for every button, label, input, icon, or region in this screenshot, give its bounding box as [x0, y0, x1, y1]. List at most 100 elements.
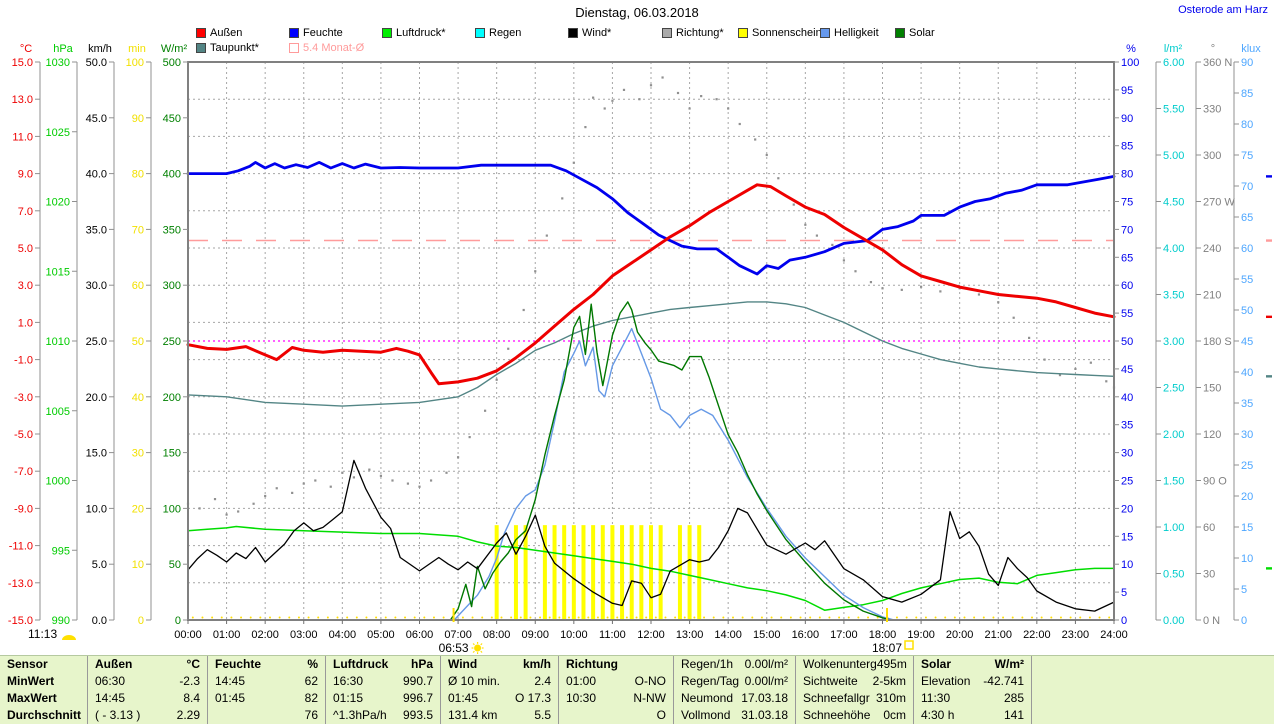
svg-text:-3.0: -3.0 [14, 392, 33, 404]
svg-text:100: 100 [126, 57, 144, 69]
svg-text:03:00: 03:00 [290, 629, 318, 641]
table-row: 01:45 O 17.3 [441, 690, 558, 707]
monat-swatch-icon [289, 43, 299, 53]
table-group-feuchte: Feuchte% 14:45 62 01:45 82 76 [208, 656, 326, 724]
page-title: Dienstag, 06.03.2018 [575, 5, 699, 20]
svg-text:4.00: 4.00 [1163, 243, 1184, 255]
series-aussen [186, 183, 1116, 386]
legend-item-monat[interactable]: 5.4 Monat-Ø [289, 42, 364, 54]
cell-value: 0cm [883, 708, 906, 722]
svg-text:25: 25 [1241, 460, 1253, 472]
cell-label: Regen/Tag [681, 674, 740, 688]
svg-text:500: 500 [163, 57, 181, 69]
cell-label: Luftdruck [333, 657, 389, 671]
legend-label: Regen [489, 27, 522, 39]
legend-item-taupunkt[interactable]: Taupunkt* [196, 42, 259, 54]
legend-item-feuchte[interactable]: Feuchte [289, 27, 343, 39]
cell-value: -42.741 [983, 674, 1024, 688]
day-length-sun-icon [62, 635, 76, 640]
cell-value: 2-5km [872, 674, 906, 688]
stats-table: Sensor MinWert MaxWert Durchschnitt Außen °C 0… [0, 655, 1274, 724]
grid [188, 62, 1114, 620]
sunset-time: 18:07 [872, 641, 902, 655]
cell-label: Vollmond [681, 708, 731, 722]
svg-text:09:00: 09:00 [521, 629, 549, 641]
series-richtung [186, 76, 1116, 516]
svg-text:30.0: 30.0 [86, 280, 107, 292]
svg-text:l/m²: l/m² [1164, 43, 1183, 55]
taupunkt-swatch-icon [196, 43, 206, 53]
table-row: 11:30 285 [914, 690, 1031, 707]
svg-text:min: min [128, 43, 146, 55]
svg-text:5.00: 5.00 [1163, 150, 1184, 162]
legend-item-solar[interactable]: Solar [895, 27, 935, 39]
cell-label: Feuchte [215, 657, 262, 671]
cell-value: 310m [875, 691, 906, 705]
table-row: Regen/1h 0.00l/m² [674, 656, 795, 673]
cell-value: 993.5 [402, 708, 433, 722]
svg-text:1015: 1015 [46, 266, 70, 278]
cell-value: °C [186, 657, 200, 671]
legend-item-richtung[interactable]: Richtung* [662, 27, 724, 39]
svg-text:7.0: 7.0 [18, 206, 33, 218]
svg-text:30: 30 [1241, 429, 1253, 441]
cell-value: 5.5 [534, 708, 551, 722]
table-row: Sichtweite 2-5km [796, 673, 913, 690]
svg-text:24:00: 24:00 [1100, 629, 1128, 641]
cell-value: 285 [1003, 691, 1024, 705]
legend-item-helligkeit[interactable]: Helligkeit [820, 27, 879, 39]
legend-item-sonnenschein[interactable]: Sonnenschein [738, 27, 822, 39]
table-row: Vollmond 31.03.18 [674, 707, 795, 724]
svg-text:75: 75 [1241, 150, 1253, 162]
cell-label: Ø 10 min. [448, 674, 501, 688]
svg-text:15.0: 15.0 [12, 57, 33, 69]
svg-text:60: 60 [1241, 243, 1253, 255]
svg-text:°: ° [1211, 43, 1215, 55]
svg-text:-11.0: -11.0 [9, 541, 33, 553]
cell-label: Schneehöhe [803, 708, 871, 722]
svg-text:23:00: 23:00 [1062, 629, 1090, 641]
svg-text:60: 60 [132, 280, 144, 292]
svg-text:05:00: 05:00 [367, 629, 395, 641]
svg-text:20: 20 [132, 503, 144, 515]
svg-text:60: 60 [1121, 280, 1133, 292]
legend-item-aussen[interactable]: Außen [196, 27, 242, 39]
svg-text:-15.0: -15.0 [8, 615, 33, 627]
cell-label: 06:30 [95, 674, 126, 688]
svg-text:15.0: 15.0 [86, 448, 107, 460]
svg-text:20: 20 [1241, 491, 1253, 503]
svg-text:-5.0: -5.0 [14, 429, 33, 441]
svg-text:hPa: hPa [53, 43, 73, 55]
svg-text:5.0: 5.0 [18, 243, 33, 255]
table-group-aussen: Außen °C 06:30 -2.3 14:45 8.4 ( - 3.13 ) 2.29 [88, 656, 208, 724]
cell-value: 31.03.18 [741, 708, 788, 722]
cell-label: Außen [95, 657, 133, 671]
svg-text:13:00: 13:00 [676, 629, 704, 641]
legend-item-wind[interactable]: Wind* [568, 27, 611, 39]
legend-label: Helligkeit [834, 27, 879, 39]
cell-label: 01:45 [215, 691, 246, 705]
cell-value: O-NO [634, 674, 666, 688]
svg-text:150: 150 [1203, 383, 1221, 395]
legend-item-luftdruck[interactable]: Luftdruck* [382, 27, 446, 39]
svg-text:20:00: 20:00 [946, 629, 974, 641]
svg-text:18:00: 18:00 [869, 629, 897, 641]
svg-text:990: 990 [52, 615, 70, 627]
cell-label: Regen/1h [681, 657, 734, 671]
sonnenschein-swatch-icon [738, 28, 748, 38]
svg-text:1010: 1010 [46, 336, 70, 348]
svg-text:45: 45 [1121, 364, 1133, 376]
svg-text:70: 70 [1121, 224, 1133, 236]
svg-text:15: 15 [1241, 522, 1253, 534]
svg-text:300: 300 [163, 280, 181, 292]
svg-text:12:00: 12:00 [637, 629, 665, 641]
svg-text:13.0: 13.0 [12, 94, 33, 106]
legend-item-regen[interactable]: Regen [475, 27, 521, 39]
svg-text:1.50: 1.50 [1163, 476, 1184, 488]
svg-text:9.0: 9.0 [18, 169, 33, 181]
station-name: Osterode am Harz [1178, 4, 1268, 16]
luftdruck-swatch-icon [382, 28, 392, 38]
svg-text:60: 60 [1203, 522, 1215, 534]
table-row: 14:45 62 [208, 673, 325, 690]
